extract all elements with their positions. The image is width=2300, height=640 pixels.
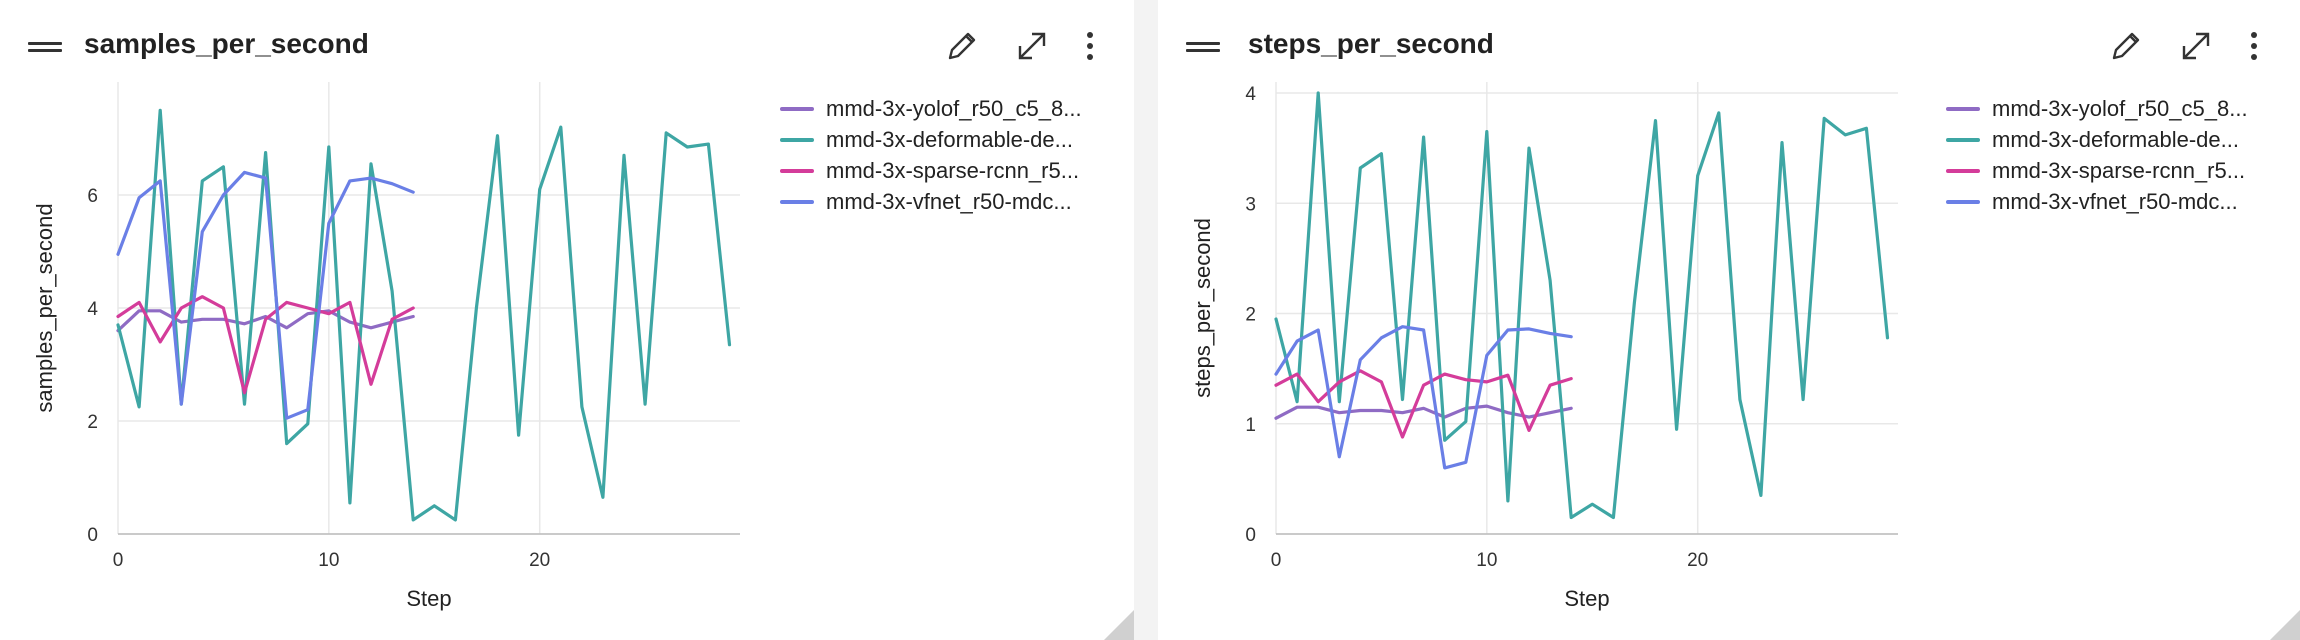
y-axis-label: samples_per_second <box>32 203 57 412</box>
y-tick-label: 0 <box>87 525 98 546</box>
legend-item[interactable]: mmd-3x-deformable-de... <box>780 124 1082 155</box>
panel-gap <box>1134 0 1158 640</box>
legend-item[interactable]: mmd-3x-sparse-rcnn_r5... <box>780 155 1082 186</box>
legend-swatch <box>780 137 814 142</box>
series-line-deformable[interactable] <box>116 108 732 522</box>
series-line-vfnet[interactable] <box>1274 325 1573 470</box>
x-tick-label: 0 <box>113 550 124 571</box>
legend-swatch <box>1946 137 1980 142</box>
x-tick-label: 20 <box>1687 550 1708 571</box>
legend-item[interactable]: mmd-3x-sparse-rcnn_r5... <box>1946 155 2248 186</box>
chart-legend: mmd-3x-yolof_r50_c5_8... mmd-3x-deformab… <box>1946 93 2248 217</box>
y-tick-label: 6 <box>87 186 98 207</box>
drag-handle-icon[interactable] <box>1186 42 1220 52</box>
legend-item[interactable]: mmd-3x-yolof_r50_c5_8... <box>780 93 1082 124</box>
legend-label: mmd-3x-yolof_r50_c5_8... <box>826 95 1082 121</box>
y-tick-label: 2 <box>87 412 98 433</box>
legend-label: mmd-3x-vfnet_r50-mdc... <box>826 188 1072 214</box>
chart-legend: mmd-3x-yolof_r50_c5_8... mmd-3x-deformab… <box>780 93 1082 217</box>
x-tick-label: 10 <box>1476 550 1497 571</box>
chart-panel-samples: samples_per_second 0 10 20 0 2 4 6 Step samples_… <box>0 0 1134 640</box>
x-tick-label: 10 <box>318 550 339 571</box>
legend-label: mmd-3x-yolof_r50_c5_8... <box>1992 95 2248 121</box>
panel-title: steps_per_second <box>1248 28 1494 59</box>
chart-panel-steps: steps_per_second 0 10 20 0 1 2 3 4 Step steps_per… <box>1158 0 2300 640</box>
series-line-vfnet[interactable] <box>116 170 415 420</box>
legend-label: mmd-3x-sparse-rcnn_r5... <box>826 157 1080 183</box>
drag-handle-icon[interactable] <box>28 42 62 52</box>
legend-swatch <box>780 106 814 111</box>
legend-label: mmd-3x-deformable-de... <box>1992 126 2239 152</box>
series-line-sparse[interactable] <box>116 295 415 395</box>
series-line-sparse[interactable] <box>1274 369 1573 439</box>
expand-icon[interactable] <box>1012 26 1052 66</box>
y-axis-label: steps_per_second <box>1190 218 1215 398</box>
legend-label: mmd-3x-deformable-de... <box>826 126 1073 152</box>
legend-item[interactable]: mmd-3x-deformable-de... <box>1946 124 2248 155</box>
resize-handle[interactable] <box>2270 610 2300 640</box>
legend-swatch <box>1946 168 1980 173</box>
y-tick-label: 1 <box>1245 415 1256 436</box>
y-tick-label: 3 <box>1245 194 1256 215</box>
y-tick-label: 4 <box>87 299 98 320</box>
y-tick-label: 0 <box>1245 525 1256 546</box>
legend-label: mmd-3x-vfnet_r50-mdc... <box>1992 188 2238 214</box>
line-chart-samples: 0 10 20 0 2 4 6 Step samples_per_second <box>32 82 740 611</box>
legend-item[interactable]: mmd-3x-vfnet_r50-mdc... <box>1946 186 2248 217</box>
series-line-yolof[interactable] <box>1274 404 1573 420</box>
legend-swatch <box>1946 199 1980 204</box>
pencil-icon[interactable] <box>942 26 982 66</box>
legend-swatch <box>780 199 814 204</box>
legend-item[interactable]: mmd-3x-yolof_r50_c5_8... <box>1946 93 2248 124</box>
series-line-yolof[interactable] <box>116 309 415 333</box>
y-tick-label: 4 <box>1245 84 1256 105</box>
expand-icon[interactable] <box>2176 26 2216 66</box>
legend-item[interactable]: mmd-3x-vfnet_r50-mdc... <box>780 186 1082 217</box>
legend-swatch <box>1946 106 1980 111</box>
legend-swatch <box>780 168 814 173</box>
x-tick-label: 20 <box>529 550 550 571</box>
series-line-deformable[interactable] <box>1274 91 1890 520</box>
legend-label: mmd-3x-sparse-rcnn_r5... <box>1992 157 2246 183</box>
more-vertical-icon[interactable] <box>1070 26 1110 66</box>
resize-handle[interactable] <box>1104 610 1134 640</box>
pencil-icon[interactable] <box>2106 26 2146 66</box>
more-vertical-icon[interactable] <box>2234 26 2274 66</box>
x-axis-label: Step <box>1564 586 1609 611</box>
line-chart-steps: 0 10 20 0 1 2 3 4 Step steps_per_second <box>1190 82 1898 611</box>
y-tick-label: 2 <box>1245 305 1256 326</box>
x-axis-label: Step <box>406 586 451 611</box>
panel-title: samples_per_second <box>84 28 369 59</box>
x-tick-label: 0 <box>1271 550 1282 571</box>
